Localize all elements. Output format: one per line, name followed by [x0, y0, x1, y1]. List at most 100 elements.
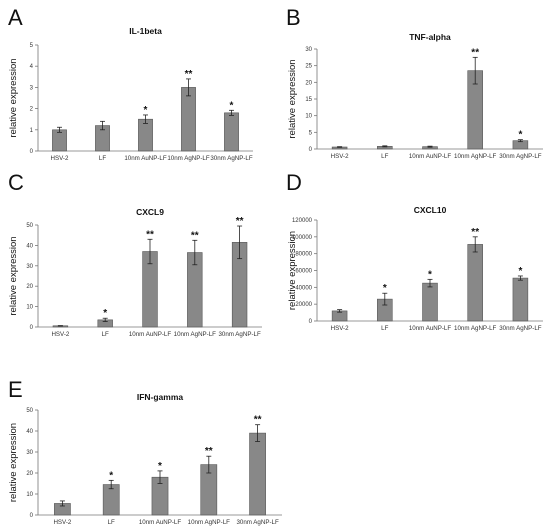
chart-panel-b: B TNF-alpha relative expression 0 5 10 15 20 25 3… — [286, 5, 543, 160]
x-tick-label: 10nm AgNP-LF — [454, 325, 497, 332]
y-tick-label: 40000 — [295, 285, 312, 291]
y-tick-label: 40 — [26, 429, 33, 435]
y-tick-label: 5 — [309, 130, 313, 136]
y-tick-label: 50 — [26, 223, 33, 229]
y-tick-label: 50 — [26, 408, 33, 414]
y-tick-label: 40 — [26, 243, 33, 249]
significance-marker: * — [230, 100, 234, 111]
significance-marker: * — [518, 266, 522, 277]
significance-marker: * — [518, 130, 522, 141]
x-tick-label: 30nm AgNP-LF — [236, 519, 279, 526]
x-tick-label: 10nm AuNP-LF — [139, 519, 182, 526]
x-tick-label: LF — [99, 155, 106, 162]
significance-marker: ** — [205, 446, 213, 457]
y-axis-label: relative expression — [8, 423, 19, 502]
bar — [224, 112, 239, 152]
y-tick-label: 0 — [30, 149, 34, 155]
x-tick-label: 10nm AuNP-LF — [409, 153, 452, 160]
significance-marker: * — [103, 308, 107, 319]
y-tick-label: 30 — [26, 264, 33, 270]
y-tick-label: 0 — [30, 513, 34, 519]
y-tick-label: 80000 — [295, 252, 312, 258]
chart-title: CXCL10 — [414, 205, 447, 215]
bar — [249, 432, 266, 516]
x-tick-label: 10nm AuNP-LF — [409, 325, 452, 332]
panel-letter: D — [286, 170, 302, 195]
y-tick-label: 10 — [26, 492, 33, 498]
x-tick-label: 30nm AgNP-LF — [499, 325, 542, 332]
x-tick-label: LF — [381, 325, 388, 332]
chart-panel-c: C CXCL9 relative expression 0 10 20 30 40 50 HSV-… — [8, 170, 262, 338]
y-tick-label: 20 — [26, 471, 33, 477]
y-tick-label: 20 — [305, 80, 312, 86]
y-tick-label: 15 — [305, 97, 312, 103]
significance-marker: * — [383, 283, 387, 294]
x-tick-label: 30nm AgNP-LF — [218, 331, 261, 338]
y-tick-label: 25 — [305, 64, 312, 70]
significance-marker: ** — [146, 229, 154, 240]
chart-title: CXCL9 — [136, 207, 164, 217]
y-tick-label: 4 — [30, 64, 34, 70]
x-tick-label: 30nm AgNP-LF — [210, 155, 253, 162]
y-tick-label: 2 — [30, 107, 34, 113]
x-tick-label: LF — [108, 519, 115, 526]
chart-panel-e: E IFN-gamma relative expression 0 10 20 30 40 50… — [8, 377, 282, 526]
y-tick-label: 0 — [309, 147, 313, 153]
significance-marker: ** — [254, 415, 262, 426]
x-tick-label: HSV-2 — [51, 331, 69, 338]
x-tick-label: LF — [102, 331, 109, 338]
chart-title: IFN-gamma — [137, 392, 184, 402]
chart-panel-a: A IL-1beta relative expression 0 1 2 3 4 5 HSV-2 L… — [8, 5, 253, 162]
chart-title: TNF-alpha — [409, 32, 451, 42]
x-tick-label: 30nm AgNP-LF — [499, 153, 542, 160]
significance-marker: * — [109, 470, 113, 481]
y-tick-label: 30 — [26, 450, 33, 456]
significance-marker: ** — [185, 69, 193, 80]
bar — [512, 277, 529, 322]
y-tick-label: 20000 — [295, 302, 312, 308]
y-tick-label: 5 — [30, 43, 34, 49]
panel-letter: B — [286, 5, 301, 30]
y-axis-label: relative expression — [287, 231, 298, 310]
significance-marker: * — [144, 105, 148, 116]
significance-marker: * — [428, 269, 432, 280]
significance-marker: ** — [471, 47, 479, 58]
y-tick-label: 0 — [30, 325, 34, 331]
x-tick-label: 10nm AgNP-LF — [167, 155, 210, 162]
bar — [181, 87, 196, 152]
significance-marker: ** — [236, 216, 244, 227]
y-tick-label: 0 — [309, 319, 313, 325]
significance-marker: ** — [471, 227, 479, 238]
y-tick-label: 10 — [26, 305, 33, 311]
y-tick-label: 30 — [305, 47, 312, 53]
y-tick-label: 60000 — [295, 269, 312, 275]
y-tick-label: 1 — [30, 128, 34, 134]
x-tick-label: 10nm AgNP-LF — [188, 519, 231, 526]
chart-title: IL-1beta — [129, 26, 162, 36]
x-tick-label: HSV-2 — [331, 325, 349, 332]
y-tick-label: 20 — [26, 284, 33, 290]
x-tick-label: 10nm AuNP-LF — [124, 155, 167, 162]
panel-letter: A — [8, 5, 23, 30]
x-tick-label: HSV-2 — [331, 153, 349, 160]
x-tick-label: 10nm AgNP-LF — [174, 331, 217, 338]
bar — [422, 282, 438, 322]
y-tick-label: 120000 — [292, 218, 313, 224]
bar — [138, 118, 153, 152]
bar — [467, 244, 483, 322]
significance-marker: * — [158, 461, 162, 472]
y-tick-label: 10 — [305, 114, 312, 120]
x-tick-label: HSV-2 — [51, 155, 69, 162]
x-tick-label: HSV-2 — [53, 519, 71, 526]
chart-panel-d: D CXCL10 relative expression 0 20000 40000 600… — [286, 170, 543, 332]
y-axis-label: relative expression — [8, 236, 19, 315]
bar — [52, 129, 67, 152]
y-axis-label: relative expression — [8, 58, 19, 137]
x-tick-label: 10nm AgNP-LF — [454, 153, 497, 160]
x-tick-label: 10nm AuNP-LF — [129, 331, 172, 338]
y-tick-label: 100000 — [292, 235, 313, 241]
panel-letter: E — [8, 377, 23, 402]
y-tick-label: 3 — [30, 85, 34, 91]
y-axis-label: relative expression — [287, 59, 298, 138]
